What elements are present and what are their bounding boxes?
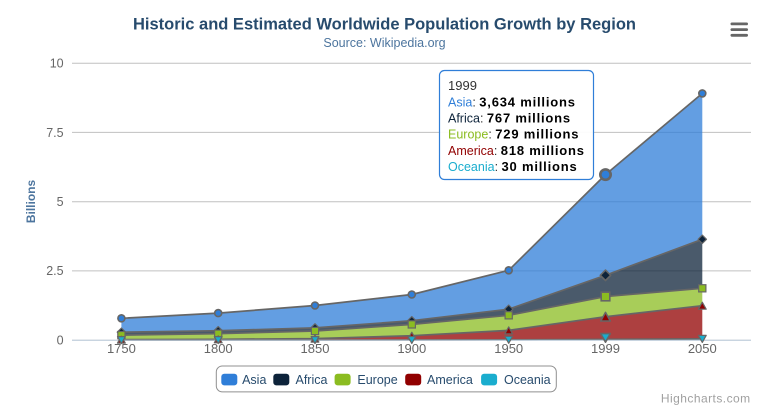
svg-text:Asia: Asia [242,373,266,387]
svg-text:Oceania: 30 millions: Oceania: 30 millions [448,159,578,174]
svg-text:Asia: 3,634 millions: Asia: 3,634 millions [448,94,576,109]
svg-text:Oceania: Oceania [504,373,551,387]
svg-text:1999: 1999 [591,341,620,356]
svg-text:1750: 1750 [107,341,136,356]
svg-text:1950: 1950 [494,341,523,356]
svg-text:Historic and Estimated Worldwi: Historic and Estimated Worldwide Populat… [133,16,636,34]
svg-text:10: 10 [50,57,64,71]
svg-text:Highcharts.com: Highcharts.com [661,391,751,405]
svg-text:Europe: 729 millions: Europe: 729 millions [448,127,579,142]
svg-text:0: 0 [57,334,64,348]
svg-text:America: 818 millions: America: 818 millions [448,143,585,158]
svg-text:1850: 1850 [301,341,330,356]
svg-text:Africa: Africa [296,373,328,387]
svg-text:5: 5 [57,195,64,209]
svg-text:2.5: 2.5 [46,264,63,278]
svg-text:Billions: Billions [24,180,38,224]
svg-text:America: America [427,373,473,387]
svg-text:1800: 1800 [204,341,233,356]
svg-text:Europe: Europe [357,373,397,387]
svg-text:Africa: 767 millions: Africa: 767 millions [448,111,571,126]
svg-text:2050: 2050 [688,341,717,356]
svg-text:1900: 1900 [397,341,426,356]
svg-text:1999: 1999 [448,78,477,93]
svg-text:7.5: 7.5 [46,126,63,140]
svg-text:Source: Wikipedia.org: Source: Wikipedia.org [323,36,445,50]
